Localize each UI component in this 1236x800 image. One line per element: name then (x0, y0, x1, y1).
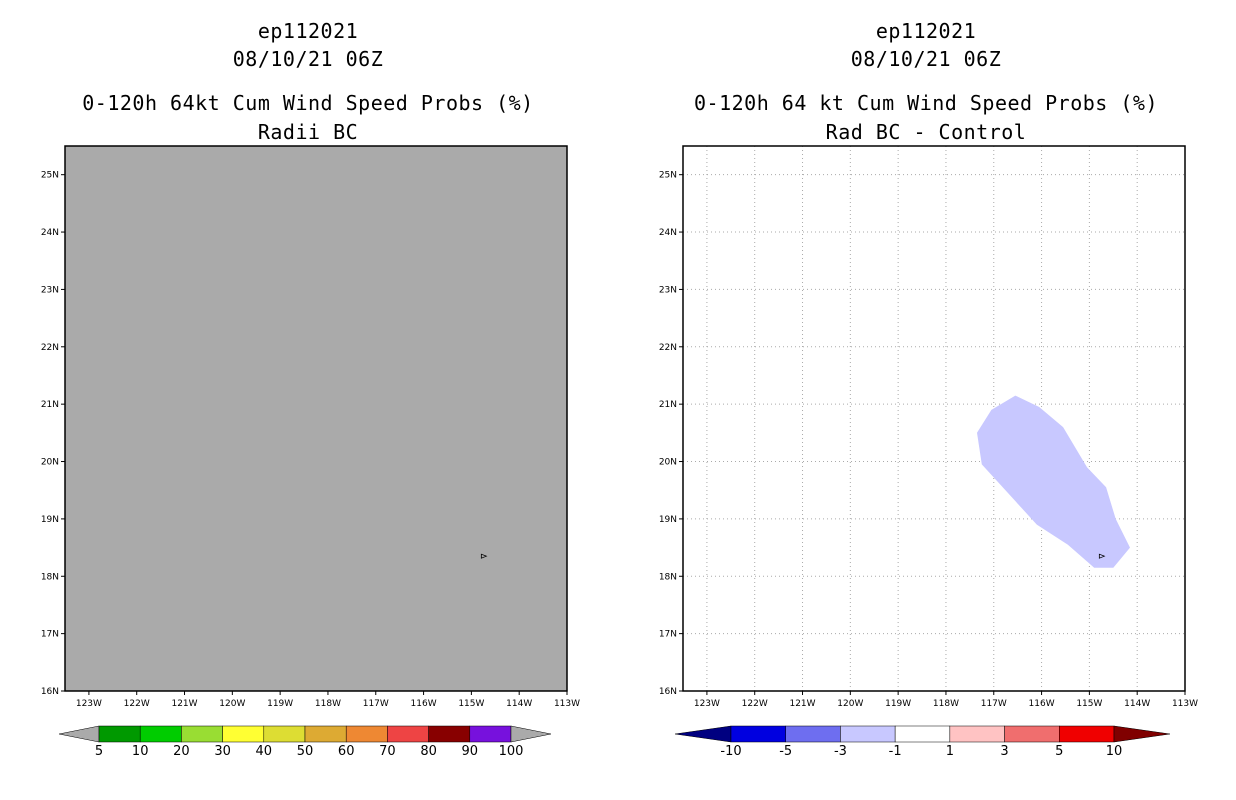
right-ytick-label: 16N (659, 687, 677, 697)
right-contour-region (977, 395, 1130, 568)
right-colorbar-label: -3 (834, 744, 847, 759)
left-colorbar-label: 40 (256, 744, 273, 759)
right-colorbar-label: 1 (946, 744, 954, 759)
left-xtick-label: 116W (411, 699, 437, 709)
left-ytick-label: 25N (41, 171, 59, 181)
left-colorbar-segment (304, 725, 347, 743)
right-ytick-label: 18N (659, 572, 677, 582)
left-colorbar-segment (428, 725, 471, 743)
left-ytick-label: 23N (41, 285, 59, 295)
right-colorbar-under-arrow (674, 725, 732, 743)
left-xtick-label: 117W (363, 699, 389, 709)
left-plot-frame (64, 145, 568, 692)
right-colorbar-segment (785, 725, 841, 743)
left-xtick-label: 118W (315, 699, 341, 709)
right-ytick-label: 17N (659, 630, 677, 640)
left-xtick-label: 119W (267, 699, 293, 709)
right-colorbar-label: 10 (1106, 744, 1123, 759)
left-colorbar-label: 80 (420, 744, 437, 759)
right-colorbar-label: -10 (720, 744, 741, 759)
right-plot-area (683, 146, 1185, 691)
left-colorbar-label: 100 (499, 744, 524, 759)
right-ytick-label: 19N (659, 515, 677, 525)
left-colorbar-segment (263, 725, 306, 743)
right-ytick-label: 22N (659, 343, 677, 353)
left-colorbar-segment (387, 725, 429, 743)
right-colorbar-segment (1004, 725, 1060, 743)
right-colorbar-segment (730, 725, 786, 743)
left-ytick-label: 18N (41, 572, 59, 582)
left-xtick-label: 123W (76, 699, 102, 709)
left-colorbar-label: 10 (132, 744, 149, 759)
right-xtick-label: 122W (742, 699, 768, 709)
left-storm-id: ep112021 (257, 19, 359, 43)
right-storm-marker (1098, 553, 1106, 559)
left-ytick-label: 24N (41, 228, 59, 238)
left-plot-area (65, 146, 567, 691)
right-colorbar-label: -5 (779, 744, 792, 759)
left-ytick-label: 20N (41, 458, 59, 468)
left-colorbar-segment (222, 725, 265, 743)
left-xtick-label: 120W (219, 699, 245, 709)
left-ytick-label: 21N (41, 400, 59, 410)
left-colorbar-label: 30 (214, 744, 231, 759)
left-xtick-label: 115W (458, 699, 484, 709)
right-ytick-label: 23N (659, 285, 677, 295)
right-xtick-label: 117W (981, 699, 1007, 709)
right-ytick-label: 21N (659, 400, 677, 410)
left-colorbar-segment (469, 725, 512, 743)
left-chart-subtitle: Radii BC (257, 120, 359, 144)
right-plot-frame (682, 145, 1186, 692)
left-storm-marker (480, 553, 488, 559)
right-xtick-label: 121W (789, 699, 815, 709)
right-chart-title: 0-120h 64 kt Cum Wind Speed Probs (%) (693, 91, 1159, 115)
right-xtick-label: 123W (694, 699, 720, 709)
left-colorbar-under-arrow (58, 725, 100, 743)
left-xtick-label: 121W (171, 699, 197, 709)
left-colorbar-label: 60 (338, 744, 355, 759)
left-ytick-label: 22N (41, 343, 59, 353)
left-xtick-label: 114W (506, 699, 532, 709)
left-xtick-label: 122W (124, 699, 150, 709)
right-colorbar-segment (949, 725, 1005, 743)
right-ytick-label: 20N (659, 458, 677, 468)
left-chart-title: 0-120h 64kt Cum Wind Speed Probs (%) (82, 91, 534, 115)
right-xtick-label: 115W (1076, 699, 1102, 709)
right-colorbar-label: -1 (889, 744, 902, 759)
left-xtick-label: 113W (554, 699, 580, 709)
left-datetime: 08/10/21 06Z (232, 47, 384, 71)
left-colorbar-over-arrow (510, 725, 552, 743)
right-colorbar-segment (894, 725, 951, 743)
right-xtick-label: 114W (1124, 699, 1150, 709)
right-ytick-label: 25N (659, 171, 677, 181)
left-colorbar-segment (181, 725, 223, 743)
right-xtick-label: 119W (885, 699, 911, 709)
left-ytick-label: 17N (41, 630, 59, 640)
right-xtick-label: 116W (1029, 699, 1055, 709)
right-xtick-label: 113W (1172, 699, 1198, 709)
left-colorbar-segment (345, 725, 388, 743)
right-colorbar-over-arrow (1113, 725, 1171, 743)
right-ytick-label: 24N (659, 228, 677, 238)
right-colorbar-label: 3 (1000, 744, 1008, 759)
left-colorbar-label: 5 (95, 744, 103, 759)
left-colorbar-label: 70 (379, 744, 396, 759)
right-datetime: 08/10/21 06Z (850, 47, 1002, 71)
left-colorbar-segment (139, 725, 182, 743)
right-xtick-label: 120W (837, 699, 863, 709)
left-colorbar-segment (98, 725, 141, 743)
right-colorbar-label: 5 (1055, 744, 1063, 759)
right-colorbar-segment (840, 725, 896, 743)
right-chart-subtitle: Rad BC - Control (825, 120, 1027, 144)
right-colorbar-segment (1059, 725, 1115, 743)
right-storm-id: ep112021 (875, 19, 977, 43)
left-colorbar-label: 50 (297, 744, 314, 759)
left-colorbar-label: 90 (462, 744, 479, 759)
left-ytick-label: 16N (41, 687, 59, 697)
left-colorbar-label: 20 (173, 744, 190, 759)
right-xtick-label: 118W (933, 699, 959, 709)
left-ytick-label: 19N (41, 515, 59, 525)
